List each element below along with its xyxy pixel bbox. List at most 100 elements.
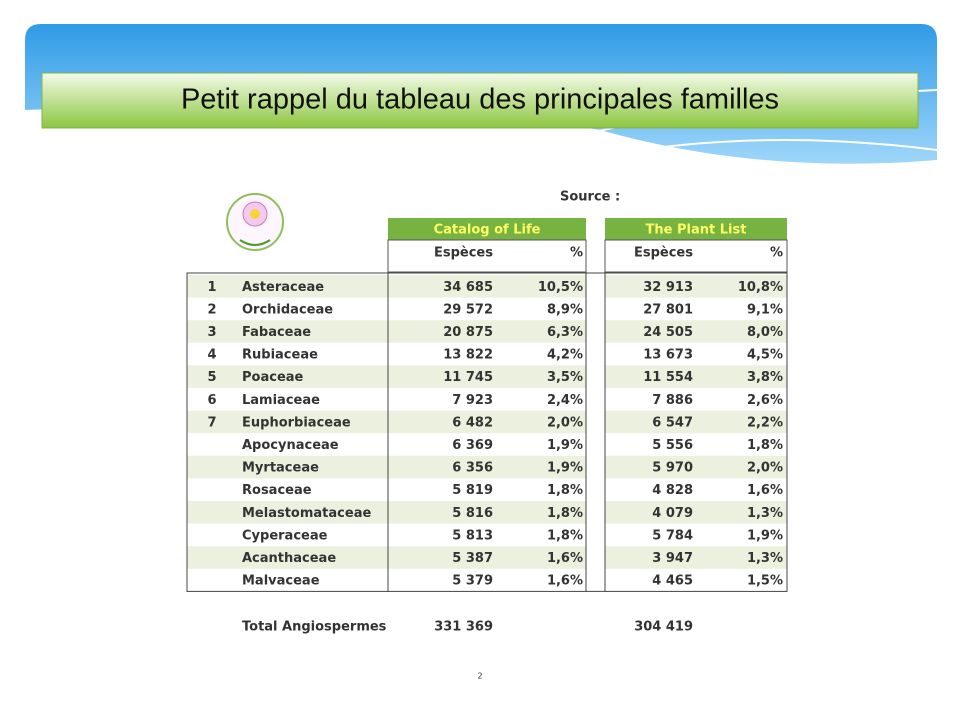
family: Melastomataceae	[242, 506, 371, 521]
cell: 1,8%	[547, 506, 583, 521]
cell: 34 685	[443, 280, 493, 295]
row-band	[187, 455, 388, 479]
group-title: Catalog of Life	[434, 223, 541, 238]
cell: 3 947	[652, 551, 693, 566]
rank: 4	[207, 348, 216, 363]
cell: 5 816	[452, 506, 493, 521]
cell: 9,1%	[747, 302, 783, 317]
cell: 24 505	[643, 325, 693, 340]
cell: 1,8%	[747, 438, 783, 453]
row-band	[605, 501, 787, 524]
row-band	[388, 365, 586, 388]
subheader: Espèces	[634, 246, 693, 261]
cell: 6 369	[452, 438, 493, 453]
source-label: Source :	[560, 190, 620, 205]
title: Petit rappel du tableau des principales …	[181, 84, 779, 116]
subheader-box	[387, 239, 587, 273]
row-band	[388, 455, 586, 479]
row-band	[388, 320, 586, 343]
cell: 6 356	[452, 461, 493, 476]
row-band	[388, 546, 586, 569]
row-band	[388, 501, 586, 524]
family: Fabaceae	[242, 325, 311, 340]
cell: 4 828	[652, 483, 693, 498]
cell: 32 913	[643, 280, 693, 295]
cell: 2,0%	[547, 415, 583, 430]
cell: 5 379	[452, 574, 493, 589]
rank: 2	[207, 302, 216, 317]
cell: 6 547	[652, 415, 693, 430]
page-number: 2	[477, 672, 482, 681]
row-band	[187, 410, 388, 434]
cell: 7 923	[452, 393, 493, 408]
row-band	[187, 501, 388, 524]
cell: 2,2%	[747, 415, 783, 430]
row-band	[187, 275, 388, 298]
family: Rosaceae	[242, 483, 312, 498]
cell: 13 822	[443, 348, 493, 363]
cell: 3,5%	[547, 370, 583, 385]
cell: 11 554	[643, 370, 693, 385]
cell: 6 482	[452, 415, 493, 430]
cell: 3,8%	[747, 370, 783, 385]
cell: 7 886	[652, 393, 693, 408]
subheader: %	[770, 246, 783, 261]
cell: 1,8%	[547, 483, 583, 498]
cell: 11 745	[443, 370, 493, 385]
cell: 5 970	[652, 461, 693, 476]
cell: 27 801	[643, 302, 693, 317]
family: Cyperaceae	[242, 528, 328, 543]
cell: 1,3%	[747, 551, 783, 566]
cell: 8,0%	[747, 325, 783, 340]
cell: 2,4%	[547, 393, 583, 408]
row-band	[388, 410, 586, 434]
subheader: %	[570, 246, 583, 261]
row-band	[605, 410, 787, 434]
cell: 2,0%	[747, 461, 783, 476]
group-header	[605, 218, 787, 240]
rank: 7	[207, 415, 216, 430]
family: Poaceae	[242, 370, 304, 385]
family: Asteraceae	[242, 280, 324, 295]
group-header	[388, 218, 586, 240]
subheader-box	[604, 239, 788, 273]
cell: 1,3%	[747, 506, 783, 521]
table-border	[387, 272, 587, 592]
cell: 5 813	[452, 528, 493, 543]
total-cell: 331 369	[434, 620, 493, 635]
cell: 6,3%	[547, 325, 583, 340]
rank: 3	[207, 325, 216, 340]
cell: 2,6%	[747, 393, 783, 408]
total-cell: 304 419	[634, 620, 693, 635]
family: Apocynaceae	[242, 438, 339, 453]
cell: 1,5%	[747, 574, 783, 589]
family: Malvaceae	[242, 574, 320, 589]
cell: 4 465	[652, 574, 693, 589]
row-band	[187, 320, 388, 343]
row-band	[605, 455, 787, 479]
family: Lamiaceae	[242, 393, 320, 408]
row-band	[605, 365, 787, 388]
cell: 5 387	[452, 551, 493, 566]
row-band	[388, 275, 586, 298]
cell: 1,6%	[547, 551, 583, 566]
subheader: Espèces	[434, 246, 493, 261]
cell: 1,6%	[547, 574, 583, 589]
logo	[226, 193, 284, 251]
cell: 1,9%	[547, 461, 583, 476]
cell: 5 556	[652, 438, 693, 453]
cell: 5 784	[652, 528, 693, 543]
total-label: Total Angiospermes	[242, 620, 387, 635]
family: Euphorbiaceae	[242, 415, 351, 430]
cell: 1,6%	[747, 483, 783, 498]
family: Rubiaceae	[242, 348, 318, 363]
rank: 5	[207, 370, 216, 385]
cell: 4 079	[652, 506, 693, 521]
row-band	[605, 320, 787, 343]
cell: 8,9%	[547, 302, 583, 317]
cell: 1,9%	[747, 528, 783, 543]
cell: 29 572	[443, 302, 493, 317]
cell: 1,8%	[547, 528, 583, 543]
rank: 6	[207, 393, 216, 408]
rank: 1	[207, 280, 216, 295]
